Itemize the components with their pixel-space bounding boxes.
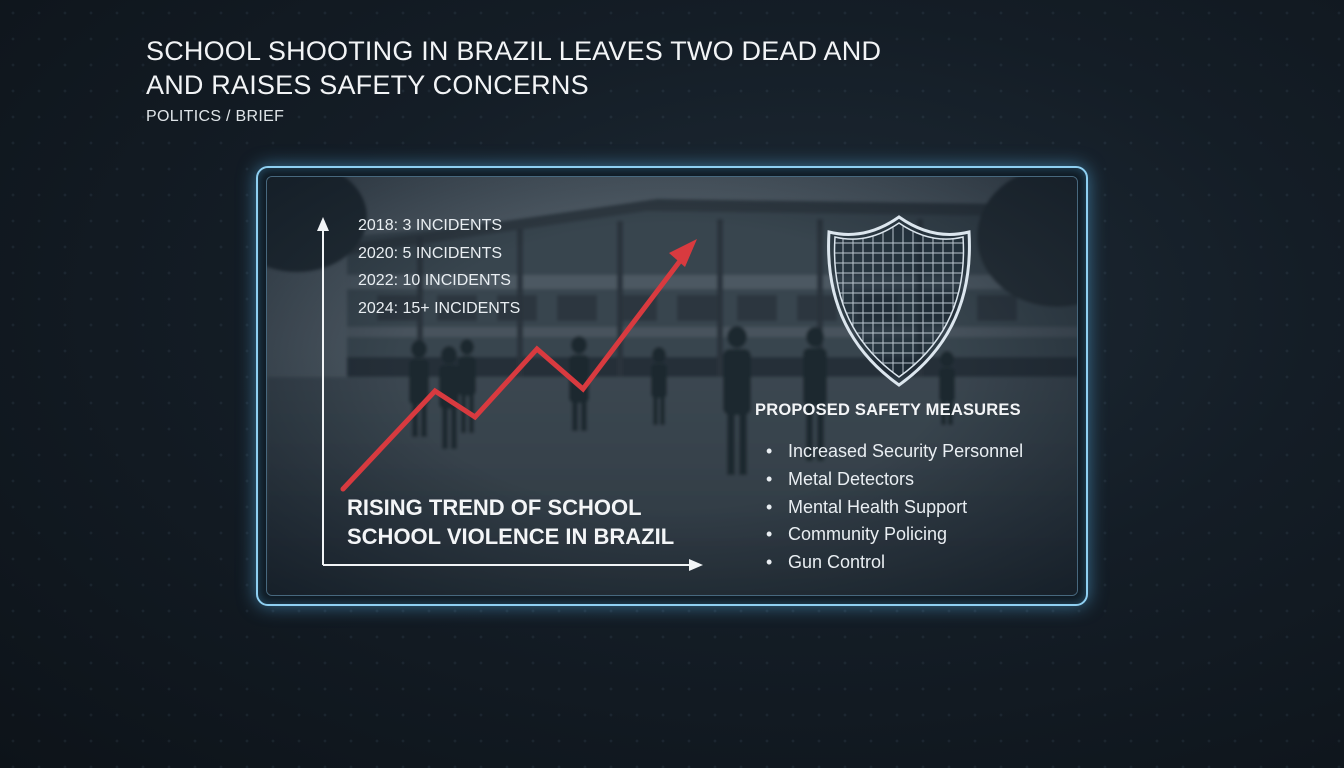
- measures-title: PROPOSED SAFETY MEASURES: [755, 401, 1021, 419]
- trend-title-line-2: SCHOOL VIOLENCE IN BRAZIL: [347, 524, 675, 549]
- incident-stats: 2018: 3 INCIDENTS 2020: 5 INCIDENTS 2022…: [358, 212, 520, 322]
- incident-stat: 2020: 5 INCIDENTS: [358, 244, 503, 262]
- list-item: Metal Detectors: [766, 466, 1023, 494]
- headline-line-2: AND RAISES SAFETY CONCERNS: [146, 70, 589, 100]
- trend-line: [340, 254, 686, 492]
- list-item: Community Policing: [766, 521, 1023, 549]
- list-item: Increased Security Personnel: [766, 438, 1023, 466]
- headline-line-1: SCHOOL SHOOTING IN BRAZIL LEAVES TWO DEA…: [146, 36, 882, 66]
- shield-grid-icon: [827, 215, 971, 387]
- y-axis-arrow-icon: [317, 217, 329, 231]
- incident-stat: 2022: 10 INCIDENTS: [358, 272, 511, 289]
- trend-chart: [317, 215, 971, 571]
- headline: SCHOOL SHOOTING IN BRAZIL LEAVES TWO DEA…: [146, 34, 881, 102]
- list-item: Gun Control: [766, 549, 1023, 577]
- trend-arrow-icon: [669, 239, 697, 267]
- incident-stat: 2024: 15+ INCIDENTS: [358, 299, 521, 317]
- trend-title-line-1: RISING TREND OF SCHOOL: [347, 495, 642, 520]
- incident-stat: 2018: 3 INCIDENTS: [358, 217, 503, 234]
- x-axis-arrow-icon: [689, 559, 703, 571]
- trend-title: RISING TREND OF SCHOOL SCHOOL VIOLENCE I…: [347, 493, 674, 551]
- list-item: Mental Health Support: [766, 494, 1023, 522]
- category-label: POLITICS / BRIEF: [146, 108, 285, 125]
- measures-list: Increased Security Personnel Metal Detec…: [766, 438, 1023, 577]
